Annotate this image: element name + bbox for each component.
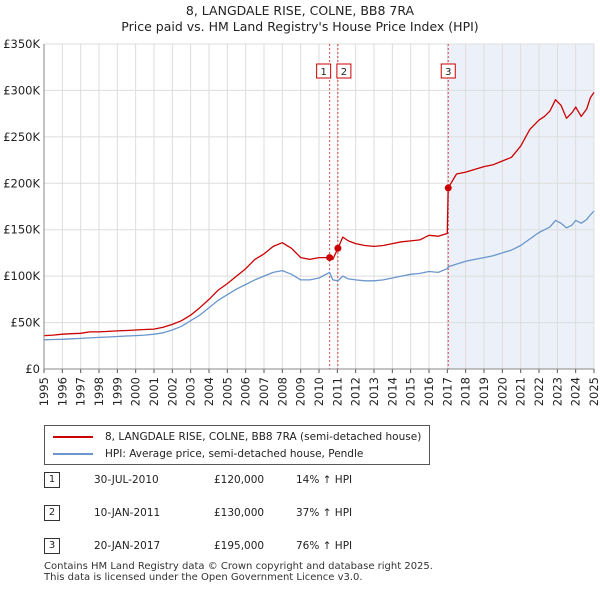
y-tick-label: £300K	[3, 83, 40, 97]
x-tick-label: 1995	[37, 377, 51, 406]
sale-price: £120,000	[214, 474, 265, 486]
x-tick-label: 2005	[220, 377, 234, 406]
x-tick-label: 2003	[184, 377, 198, 406]
series-layer	[43, 91, 595, 341]
x-tick-label: 2025	[587, 377, 600, 406]
x-tick-label: 2006	[239, 377, 253, 406]
legend-price-swatch	[53, 436, 93, 438]
x-tick-label: 2019	[477, 377, 491, 406]
sale-price: £130,000	[214, 507, 265, 519]
sale-markers-layer	[326, 184, 452, 262]
x-tick-label: 2015	[404, 377, 418, 406]
sale-marker-label: 2	[341, 67, 347, 78]
x-tick-label: 2013	[367, 377, 381, 406]
x-tick-label: 2004	[202, 377, 216, 406]
chart-title: 8, LANGDALE RISE, COLNE, BB8 7RA	[185, 3, 415, 18]
y-tick-label: £0	[25, 362, 40, 376]
price-chart: 1 2 3 £0 £50K £100K £150K £200K £250K £300K £350K…	[3, 37, 600, 406]
sale-hpi-change: 76% ↑ HPI	[296, 540, 353, 552]
sale-date: 20-JAN-2017	[94, 540, 161, 552]
footer-line-copyright: Contains HM Land Registry data © Crown c…	[44, 561, 433, 572]
x-tick-label: 2014	[385, 377, 399, 406]
x-tick-label: 2020	[495, 377, 509, 406]
sale-row: 1 30-JUL-2010 £120,000 14% ↑ HPI	[44, 472, 444, 492]
x-tick-label: 2022	[532, 377, 546, 406]
sale-price: £195,000	[214, 540, 265, 552]
sale-marker-box	[336, 63, 352, 79]
price-paid-line	[43, 91, 595, 337]
sale-point	[334, 244, 342, 252]
y-tick-label: £50K	[11, 316, 41, 330]
sale-number-badge: 2	[44, 505, 60, 521]
sale-date: 30-JUL-2010	[94, 474, 159, 486]
sale-marker-box	[316, 63, 332, 79]
x-tick-label: 2007	[257, 377, 271, 406]
axes-layer: £0 £50K £100K £150K £200K £250K £300K £350K 1995…	[3, 37, 600, 406]
y-tick-label: £350K	[3, 37, 40, 51]
x-tick-label: 2000	[129, 377, 143, 406]
sale-hpi-change: 14% ↑ HPI	[296, 474, 353, 486]
x-tick-label: 1996	[55, 377, 69, 406]
sale-marker-label: 3	[445, 67, 451, 78]
x-tick-label: 2002	[165, 377, 179, 406]
x-tick-label: 2024	[569, 377, 583, 406]
sale-number-badge: 3	[44, 538, 60, 554]
grid-layer	[43, 43, 595, 370]
sale-row: 3 20-JAN-2017 £195,000 76% ↑ HPI	[44, 538, 444, 558]
legend: 8, LANGDALE RISE, COLNE, BB8 7RA (semi-d…	[44, 425, 430, 465]
x-tick-label: 2001	[147, 377, 161, 406]
x-tick-label: 2009	[294, 377, 308, 406]
y-tick-label: £150K	[3, 223, 40, 237]
sale-date-lines-layer: 1 2 3	[316, 44, 456, 369]
x-tick-label: 1998	[92, 377, 106, 406]
sale-point	[444, 184, 452, 192]
footer-attribution: Contains HM Land Registry data © Crown c…	[44, 561, 433, 583]
x-tick-label: 2018	[459, 377, 473, 406]
footer-line-licence: This data is licensed under the Open Gov…	[44, 572, 363, 583]
sale-row: 2 10-JAN-2011 £130,000 37% ↑ HPI	[44, 505, 444, 525]
x-tick-label: 2017	[440, 377, 454, 406]
sale-marker-label: 1	[320, 67, 326, 78]
sale-number-badge: 1	[44, 472, 60, 488]
x-tick-label: 1999	[110, 377, 124, 406]
sale-point	[326, 254, 334, 262]
x-tick-label: 2016	[422, 377, 436, 406]
x-tick-label: 2012	[349, 377, 363, 406]
sale-marker-box	[440, 63, 456, 79]
legend-hpi-label: HPI: Average price, semi-detached house,…	[105, 448, 364, 460]
x-tick-label: 2008	[275, 377, 289, 406]
sale-date: 10-JAN-2011	[94, 507, 161, 519]
x-tick-label: 2010	[312, 377, 326, 406]
x-tick-label: 2021	[514, 377, 528, 406]
hpi-line	[43, 210, 595, 341]
legend-hpi-swatch	[53, 453, 93, 455]
y-tick-label: £200K	[3, 176, 40, 190]
y-tick-label: £250K	[3, 130, 40, 144]
sale-hpi-change: 37% ↑ HPI	[296, 507, 353, 519]
x-tick-label: 2023	[550, 377, 564, 406]
legend-item-hpi: HPI: Average price, semi-detached house,…	[53, 447, 363, 461]
x-tick-label: 1997	[74, 377, 88, 406]
y-tick-label: £100K	[3, 269, 40, 283]
chart-subtitle: Price paid vs. HM Land Registry's House …	[121, 19, 479, 34]
x-tick-label: 2011	[330, 377, 344, 406]
legend-price-label: 8, LANGDALE RISE, COLNE, BB8 7RA (semi-d…	[105, 431, 422, 443]
legend-item-price: 8, LANGDALE RISE, COLNE, BB8 7RA (semi-d…	[53, 430, 421, 444]
